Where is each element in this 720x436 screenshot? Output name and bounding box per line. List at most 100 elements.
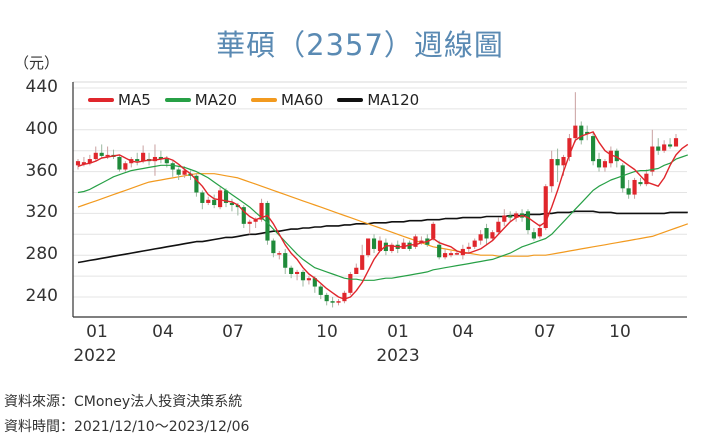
candle (93, 146, 98, 162)
legend-swatch-icon (251, 98, 278, 102)
candle (496, 217, 501, 235)
candle (218, 187, 223, 210)
x-tick-label: 01 (387, 322, 409, 342)
legend-item-ma60: MA60 (251, 91, 323, 109)
candle (431, 221, 436, 241)
y-tick-label: 360 (25, 160, 58, 181)
candle (478, 230, 483, 245)
candle (596, 152, 602, 172)
candle (229, 198, 235, 212)
candle (371, 234, 377, 254)
candle (158, 150, 163, 164)
candle (247, 219, 252, 235)
y-tick-label: 320 (25, 202, 58, 223)
candle (638, 177, 643, 187)
x-tick-label: 04 (152, 322, 174, 342)
candle (271, 238, 276, 258)
candle (656, 138, 661, 155)
candle (650, 129, 655, 176)
candle (194, 173, 199, 197)
candle (673, 133, 679, 147)
x-year-label: 2022 (73, 346, 117, 366)
candle (366, 238, 371, 258)
candle (383, 238, 388, 256)
x-tick-label: 10 (316, 322, 338, 342)
x-tick-label: 10 (609, 322, 631, 342)
legend-swatch-icon (88, 98, 114, 102)
y-tick-label: 440 (25, 77, 58, 97)
candle (336, 299, 341, 306)
candle (632, 177, 637, 199)
candle (277, 251, 282, 260)
candle (241, 205, 246, 229)
candle (502, 209, 507, 226)
legend-swatch-icon (337, 98, 364, 102)
candle (318, 284, 323, 300)
candle (591, 131, 596, 166)
y-tick-label: 400 (25, 118, 58, 139)
candle (294, 269, 300, 281)
candle (443, 248, 448, 260)
candle (141, 145, 146, 164)
data-source-note: 資料來源：CMoney法人投資決策系統 (4, 394, 243, 410)
candle (188, 170, 193, 180)
candle (602, 159, 608, 172)
candle (99, 144, 104, 159)
candle (330, 297, 335, 308)
x-tick-label: 01 (86, 322, 108, 342)
candle (206, 196, 211, 206)
candle (407, 240, 412, 252)
candle (573, 92, 578, 143)
data-period-note: 資料時間：2021/12/10～2023/12/06 (4, 419, 250, 435)
chart-legend: MA5 MA20 MA60 MA120 (88, 91, 419, 109)
candle (608, 146, 613, 168)
candle (146, 152, 152, 166)
chart-title: 華碩（2357）週線圖 (216, 28, 504, 62)
candle (490, 230, 495, 241)
candle (170, 161, 175, 177)
ma5-line (77, 131, 689, 300)
candle (306, 276, 311, 285)
x-tick-label: 07 (534, 322, 556, 342)
candle (348, 271, 353, 295)
legend-item-ma5: MA5 (88, 91, 151, 109)
ma120-line (77, 210, 688, 264)
candle (525, 209, 531, 235)
ma20-line (77, 154, 689, 281)
candle (662, 140, 667, 153)
candle (360, 244, 365, 270)
candle (324, 292, 329, 306)
candle (555, 148, 560, 183)
legend-label: MA20 (194, 91, 238, 109)
candle (117, 154, 122, 172)
candle (176, 167, 181, 180)
legend-label: MA120 (367, 91, 420, 109)
candle (644, 169, 649, 187)
candle (514, 211, 519, 222)
x-tick-label: 04 (452, 322, 474, 342)
candle (620, 163, 625, 193)
candle (300, 269, 306, 287)
candle (549, 150, 554, 193)
candle (585, 125, 590, 141)
candle (212, 194, 217, 209)
candle (437, 240, 442, 260)
candle (531, 228, 536, 241)
x-tick-label: 07 (222, 322, 244, 342)
candle (484, 223, 489, 245)
candle (472, 238, 477, 249)
legend-label: MA60 (281, 91, 324, 109)
candle (389, 242, 394, 254)
x-year-label: 2023 (376, 346, 420, 366)
candle (377, 236, 383, 252)
candle (614, 148, 619, 168)
candle (668, 138, 673, 149)
y-axis-unit-label: （元） (14, 54, 60, 72)
candle (342, 290, 347, 304)
candle (200, 190, 205, 210)
candle (289, 265, 294, 279)
y-tick-label: 280 (25, 244, 58, 265)
candle (460, 244, 465, 260)
candle (123, 161, 128, 172)
legend-item-ma20: MA20 (164, 91, 238, 109)
